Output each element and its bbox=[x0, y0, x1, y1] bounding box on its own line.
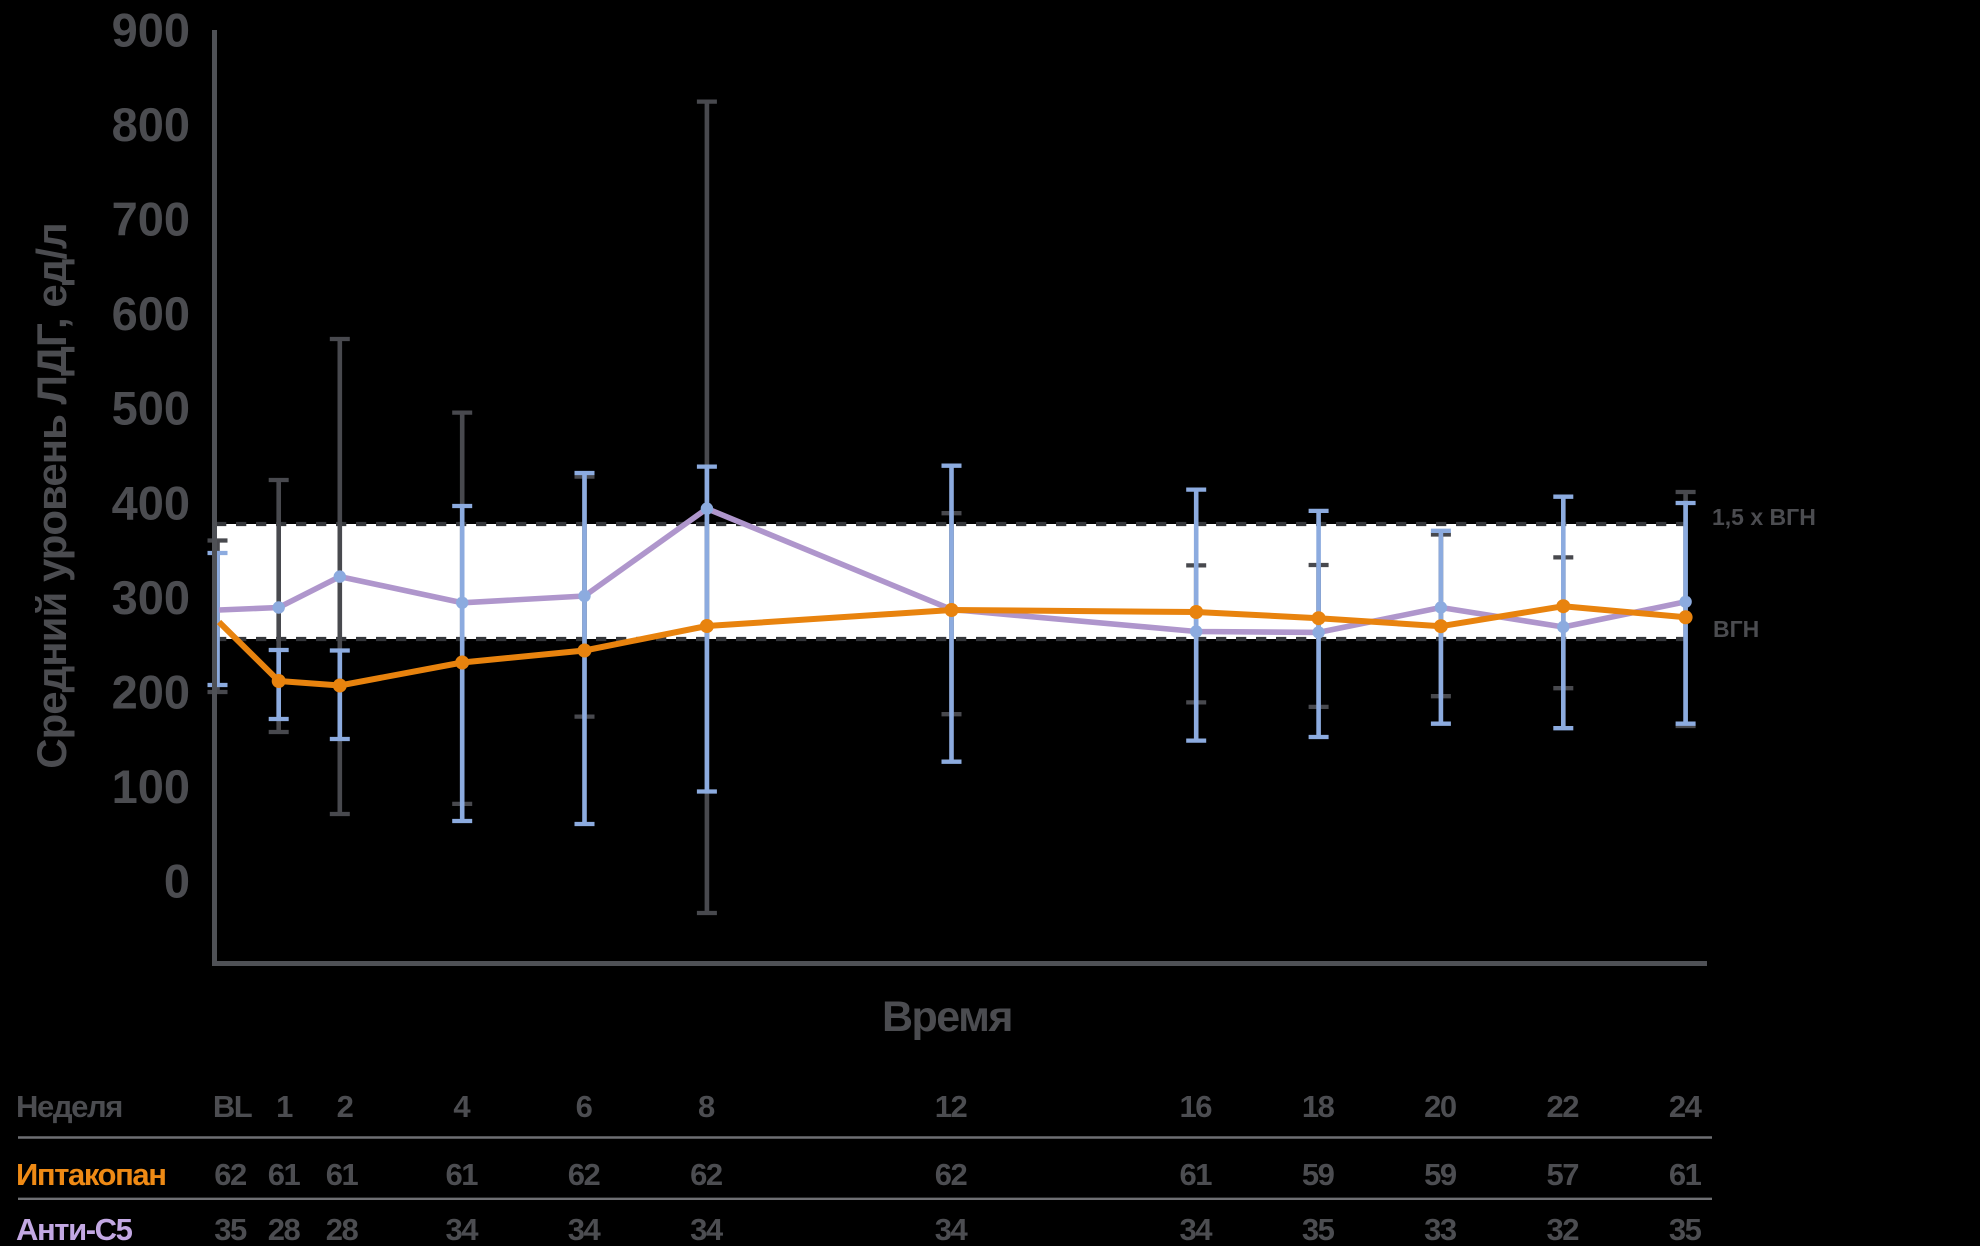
svg-text:800: 800 bbox=[112, 98, 190, 151]
svg-text:300: 300 bbox=[112, 571, 190, 624]
svg-text:200: 200 bbox=[112, 665, 190, 718]
svg-text:62: 62 bbox=[690, 1157, 722, 1192]
svg-text:4: 4 bbox=[453, 1089, 471, 1124]
svg-text:8: 8 bbox=[698, 1089, 715, 1124]
svg-text:35: 35 bbox=[1302, 1212, 1335, 1241]
svg-text:1: 1 bbox=[276, 1089, 293, 1124]
svg-text:59: 59 bbox=[1302, 1157, 1335, 1192]
svg-text:22: 22 bbox=[1547, 1089, 1579, 1124]
svg-text:Неделя: Неделя bbox=[16, 1089, 122, 1124]
svg-text:1,5 x ВГН: 1,5 x ВГН bbox=[1712, 504, 1816, 530]
svg-text:35: 35 bbox=[214, 1212, 247, 1241]
svg-text:61: 61 bbox=[1179, 1157, 1212, 1192]
svg-text:20: 20 bbox=[1424, 1089, 1456, 1124]
svg-text:ВГН: ВГН bbox=[1713, 616, 1759, 642]
svg-text:0: 0 bbox=[164, 855, 190, 908]
svg-text:62: 62 bbox=[568, 1157, 600, 1192]
svg-text:500: 500 bbox=[112, 382, 190, 435]
svg-text:400: 400 bbox=[112, 476, 190, 529]
svg-text:62: 62 bbox=[935, 1157, 967, 1192]
svg-text:61: 61 bbox=[268, 1157, 301, 1192]
svg-text:61: 61 bbox=[445, 1157, 478, 1192]
svg-text:34: 34 bbox=[445, 1212, 479, 1241]
svg-text:33: 33 bbox=[1424, 1212, 1457, 1241]
svg-text:57: 57 bbox=[1547, 1157, 1579, 1192]
svg-text:16: 16 bbox=[1179, 1089, 1212, 1124]
svg-text:6: 6 bbox=[576, 1089, 593, 1124]
svg-text:18: 18 bbox=[1302, 1089, 1335, 1124]
svg-text:59: 59 bbox=[1424, 1157, 1457, 1192]
svg-text:24: 24 bbox=[1669, 1089, 1703, 1124]
svg-text:Иптакопан: Иптакопан bbox=[16, 1157, 166, 1192]
svg-text:34: 34 bbox=[935, 1212, 969, 1241]
svg-text:Средний уровень ЛДГ, ед/л: Средний уровень ЛДГ, ед/л bbox=[28, 223, 75, 768]
svg-text:900: 900 bbox=[112, 4, 190, 57]
svg-text:32: 32 bbox=[1547, 1212, 1579, 1241]
svg-text:35: 35 bbox=[1669, 1212, 1702, 1241]
svg-text:Анти-C5: Анти-C5 bbox=[16, 1212, 133, 1241]
svg-text:34: 34 bbox=[1179, 1212, 1213, 1241]
svg-text:62: 62 bbox=[214, 1157, 246, 1192]
svg-text:28: 28 bbox=[268, 1212, 301, 1241]
svg-text:BL: BL bbox=[213, 1089, 252, 1124]
svg-text:700: 700 bbox=[112, 193, 190, 246]
svg-text:34: 34 bbox=[690, 1212, 724, 1241]
svg-text:28: 28 bbox=[326, 1212, 359, 1241]
svg-text:61: 61 bbox=[326, 1157, 359, 1192]
svg-text:12: 12 bbox=[935, 1089, 967, 1124]
svg-text:Время: Время bbox=[882, 993, 1012, 1041]
svg-text:600: 600 bbox=[112, 287, 190, 340]
svg-text:100: 100 bbox=[112, 760, 190, 813]
svg-text:2: 2 bbox=[337, 1089, 353, 1124]
svg-text:34: 34 bbox=[568, 1212, 602, 1241]
svg-text:61: 61 bbox=[1669, 1157, 1702, 1192]
